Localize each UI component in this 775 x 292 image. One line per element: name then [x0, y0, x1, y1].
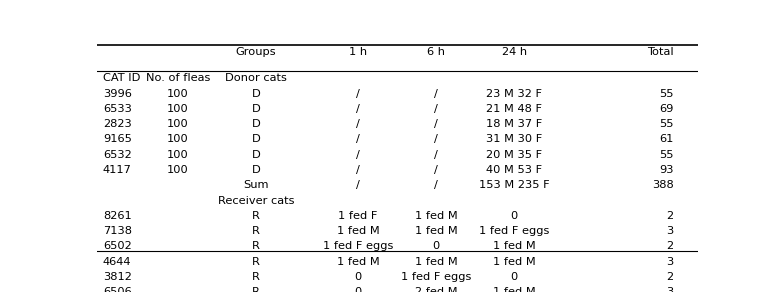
Text: 23 M 32 F: 23 M 32 F	[486, 88, 542, 99]
Text: /: /	[356, 150, 360, 160]
Text: 31 M 30 F: 31 M 30 F	[486, 134, 542, 145]
Text: 3: 3	[666, 287, 673, 292]
Text: 2: 2	[666, 272, 673, 282]
Text: /: /	[434, 88, 438, 99]
Text: 1 fed M: 1 fed M	[415, 226, 457, 236]
Text: R: R	[252, 287, 260, 292]
Text: D: D	[252, 104, 260, 114]
Text: R: R	[252, 226, 260, 236]
Text: 20 M 35 F: 20 M 35 F	[486, 150, 542, 160]
Text: 100: 100	[167, 165, 189, 175]
Text: D: D	[252, 165, 260, 175]
Text: 0: 0	[354, 287, 362, 292]
Text: 3812: 3812	[103, 272, 132, 282]
Text: 2: 2	[666, 211, 673, 221]
Text: 0: 0	[432, 241, 440, 251]
Text: 153 M 235 F: 153 M 235 F	[479, 180, 549, 190]
Text: 6533: 6533	[103, 104, 132, 114]
Text: Groups: Groups	[236, 47, 277, 58]
Text: /: /	[434, 119, 438, 129]
Text: 40 M 53 F: 40 M 53 F	[486, 165, 542, 175]
Text: 21 M 48 F: 21 M 48 F	[486, 104, 542, 114]
Text: 4117: 4117	[103, 165, 132, 175]
Text: 55: 55	[659, 119, 673, 129]
Text: 1 fed M: 1 fed M	[337, 226, 380, 236]
Text: CAT ID: CAT ID	[103, 73, 140, 83]
Text: D: D	[252, 119, 260, 129]
Text: 2: 2	[666, 241, 673, 251]
Text: /: /	[434, 165, 438, 175]
Text: 1 fed M: 1 fed M	[493, 287, 536, 292]
Text: 9165: 9165	[103, 134, 132, 145]
Text: R: R	[252, 211, 260, 221]
Text: Total: Total	[647, 47, 673, 58]
Text: 1 h: 1 h	[349, 47, 367, 58]
Text: 1 fed F eggs: 1 fed F eggs	[401, 272, 471, 282]
Text: 0: 0	[511, 211, 518, 221]
Text: R: R	[252, 257, 260, 267]
Text: 6506: 6506	[103, 287, 132, 292]
Text: /: /	[356, 104, 360, 114]
Text: 7138: 7138	[103, 226, 132, 236]
Text: /: /	[434, 134, 438, 145]
Text: 100: 100	[167, 104, 189, 114]
Text: /: /	[356, 88, 360, 99]
Text: /: /	[356, 119, 360, 129]
Text: R: R	[252, 272, 260, 282]
Text: 18 M 37 F: 18 M 37 F	[486, 119, 542, 129]
Text: 100: 100	[167, 134, 189, 145]
Text: 388: 388	[652, 180, 673, 190]
Text: D: D	[252, 150, 260, 160]
Text: 55: 55	[659, 150, 673, 160]
Text: 100: 100	[167, 150, 189, 160]
Text: 1 fed M: 1 fed M	[415, 257, 457, 267]
Text: Receiver cats: Receiver cats	[218, 196, 294, 206]
Text: /: /	[356, 180, 360, 190]
Text: 0: 0	[354, 272, 362, 282]
Text: /: /	[434, 150, 438, 160]
Text: 3: 3	[666, 226, 673, 236]
Text: No. of fleas: No. of fleas	[146, 73, 210, 83]
Text: 6 h: 6 h	[427, 47, 445, 58]
Text: 93: 93	[659, 165, 673, 175]
Text: /: /	[356, 165, 360, 175]
Text: 55: 55	[659, 88, 673, 99]
Text: /: /	[356, 134, 360, 145]
Text: 6502: 6502	[103, 241, 132, 251]
Text: /: /	[434, 104, 438, 114]
Text: 1 fed M: 1 fed M	[337, 257, 380, 267]
Text: 1 fed F: 1 fed F	[339, 211, 378, 221]
Text: 6532: 6532	[103, 150, 132, 160]
Text: Sum: Sum	[243, 180, 269, 190]
Text: 1 fed M: 1 fed M	[415, 211, 457, 221]
Text: 8261: 8261	[103, 211, 132, 221]
Text: D: D	[252, 134, 260, 145]
Text: 1 fed M: 1 fed M	[493, 257, 536, 267]
Text: 100: 100	[167, 119, 189, 129]
Text: D: D	[252, 88, 260, 99]
Text: Donor cats: Donor cats	[225, 73, 287, 83]
Text: 61: 61	[659, 134, 673, 145]
Text: 3: 3	[666, 257, 673, 267]
Text: 1 fed M: 1 fed M	[493, 241, 536, 251]
Text: 0: 0	[511, 272, 518, 282]
Text: R: R	[252, 241, 260, 251]
Text: 1 fed F eggs: 1 fed F eggs	[479, 226, 549, 236]
Text: 2823: 2823	[103, 119, 132, 129]
Text: 3996: 3996	[103, 88, 132, 99]
Text: 1 fed F eggs: 1 fed F eggs	[323, 241, 394, 251]
Text: 4644: 4644	[103, 257, 132, 267]
Text: 69: 69	[659, 104, 673, 114]
Text: 2 fed M: 2 fed M	[415, 287, 457, 292]
Text: /: /	[434, 180, 438, 190]
Text: 100: 100	[167, 88, 189, 99]
Text: 24 h: 24 h	[501, 47, 527, 58]
